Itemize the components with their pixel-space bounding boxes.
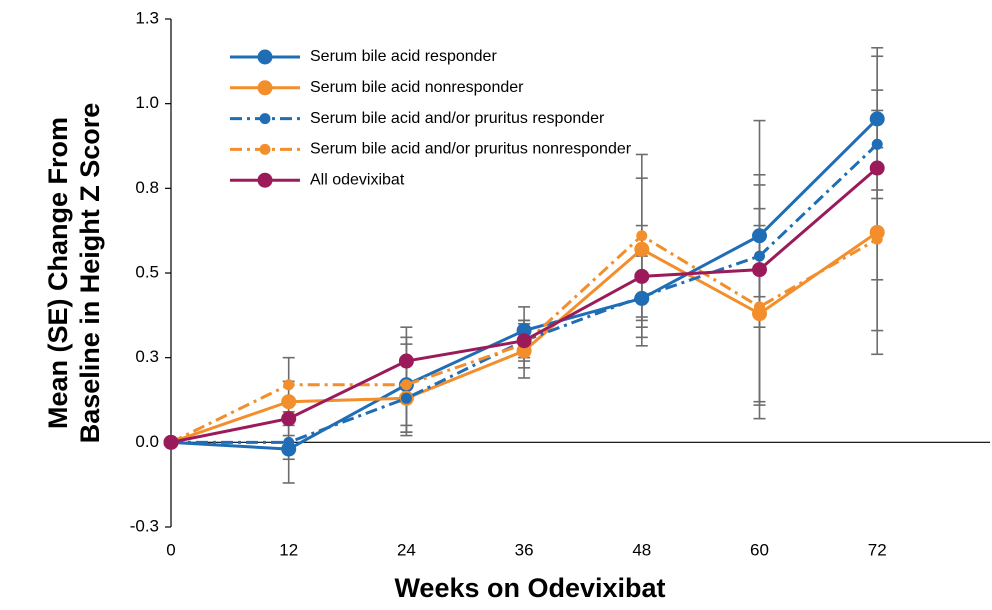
y-tick-label: 1.3 <box>135 8 159 27</box>
x-tick-label: 36 <box>515 540 534 559</box>
y-tick-label: 0.5 <box>135 262 159 281</box>
series-marker <box>636 230 648 242</box>
series-marker <box>869 111 885 127</box>
series-marker <box>634 241 650 257</box>
legend-label: Serum bile acid and/or pruritus responde… <box>310 110 605 127</box>
y-axis-title-line: Mean (SE) Change From <box>43 117 73 429</box>
y-tick-label: 0.0 <box>135 432 159 451</box>
y-tick-label: -0.3 <box>130 516 159 535</box>
y-tick-label: 0.8 <box>135 178 159 197</box>
x-tick-label: 48 <box>632 540 651 559</box>
legend-marker <box>257 49 273 65</box>
legend-marker <box>259 113 271 125</box>
legend-marker <box>259 143 271 155</box>
series-marker <box>283 379 295 391</box>
series-marker <box>871 233 883 245</box>
series-marker <box>283 436 295 448</box>
y-tick-label: 0.3 <box>135 347 159 366</box>
series-marker <box>754 250 766 262</box>
legend: Serum bile acid responder Serum bile acid… <box>230 48 632 188</box>
legend-marker <box>257 80 273 96</box>
series-marker <box>754 301 766 313</box>
series-marker <box>869 160 885 176</box>
y-axis-title: Mean (SE) Change From Baseline in Height… <box>43 103 105 444</box>
series-line <box>171 143 879 444</box>
series-marker <box>398 353 414 369</box>
series-marker <box>281 394 297 410</box>
y-tick-label: 1.0 <box>135 93 159 112</box>
series-line <box>170 117 879 451</box>
series-marker <box>871 138 883 150</box>
legend-label: Serum bile acid nonresponder <box>310 79 524 96</box>
series-marker <box>281 411 297 427</box>
series-marker <box>752 262 768 278</box>
legend-marker <box>257 172 273 188</box>
x-axis-title: Weeks on Odevixibat <box>394 573 665 603</box>
x-tick-label: 24 <box>397 540 416 559</box>
y-axis-title-line: Baseline in Height Z Score <box>75 103 105 444</box>
x-tick-label: 60 <box>750 540 769 559</box>
x-tick-label: 12 <box>279 540 298 559</box>
x-tick-label: 0 <box>166 540 175 559</box>
legend-label: Serum bile acid and/or pruritus nonrespo… <box>310 141 632 158</box>
series-marker <box>634 268 650 284</box>
x-tick-label: 72 <box>868 540 887 559</box>
series-marker <box>163 434 179 450</box>
series-marker <box>636 291 648 303</box>
series-marker <box>752 228 768 244</box>
series-marker <box>400 379 412 391</box>
legend-label: All odevixibat <box>310 171 405 188</box>
series-marker <box>516 333 532 349</box>
series-marker <box>400 392 412 404</box>
legend-label: Serum bile acid responder <box>310 48 497 65</box>
